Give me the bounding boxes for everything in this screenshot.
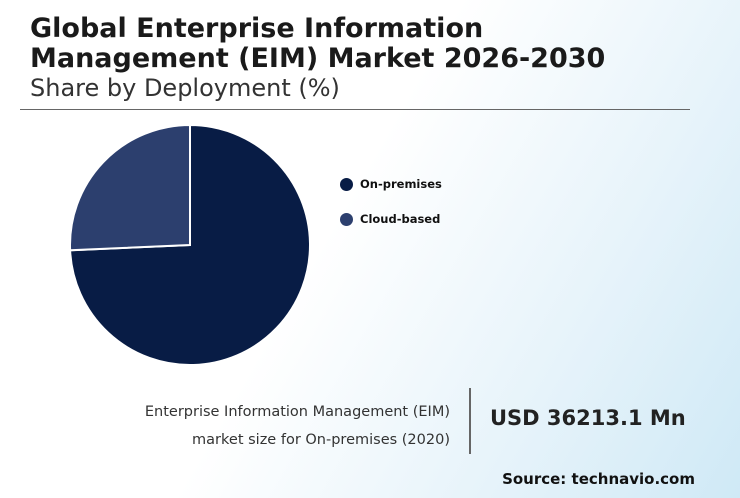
title-line-1: Global Enterprise Information [30, 13, 484, 44]
legend-label-on-premises: On-premises [360, 177, 442, 191]
legend-swatch-on-premises [340, 177, 353, 191]
caption-line-1: Enterprise Information Management (EIM) [144, 404, 450, 420]
title-line-2: Management (EIM) Market 2026-2030 [30, 43, 606, 74]
market-size-value: USD 36213.1 Mn [490, 406, 686, 430]
title-divider [20, 109, 690, 110]
chart-subtitle: Share by Deployment (%) [30, 74, 340, 102]
caption-divider [469, 388, 471, 454]
pie-slice-cloud-based [69, 123, 191, 252]
legend-swatch-cloud-based [340, 212, 353, 226]
chart-title: Global Enterprise Information Management… [30, 14, 710, 74]
caption-line-2: market size for On-premises (2020) [192, 432, 450, 448]
legend: On-premises Cloud-based [340, 176, 442, 246]
legend-label-cloud-based: Cloud-based [360, 212, 441, 226]
market-size-caption: Enterprise Information Management (EIM) … [145, 398, 450, 454]
legend-item-cloud-based: Cloud-based [340, 211, 442, 227]
legend-item-on-premises: On-premises [340, 176, 442, 192]
source-credit: Source: technavio.com [502, 470, 695, 488]
